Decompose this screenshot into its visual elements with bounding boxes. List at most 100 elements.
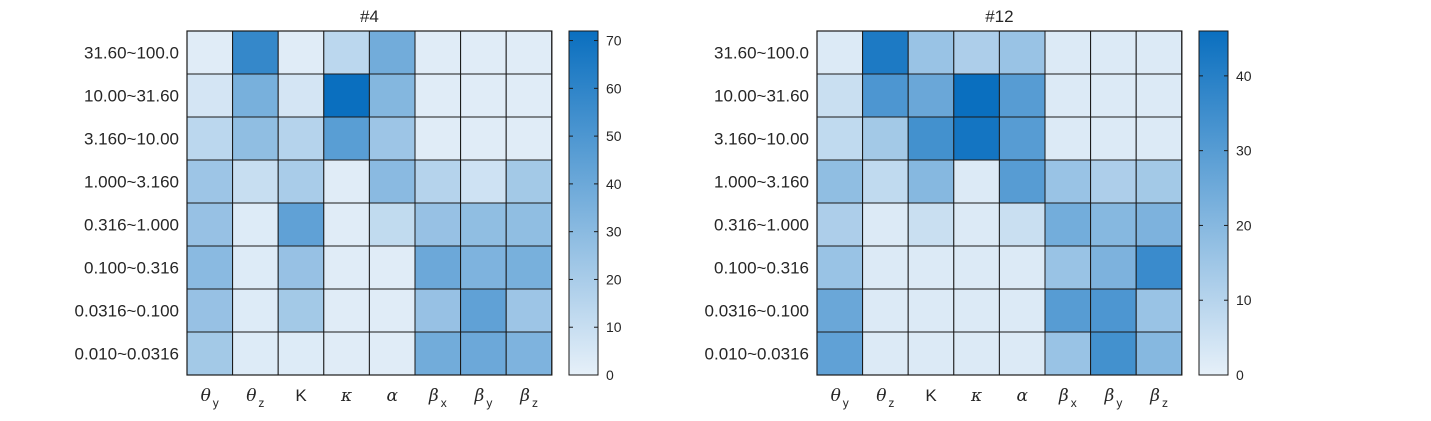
column-tick-label: K [295, 386, 307, 405]
heatmap-cell [368, 245, 416, 290]
heatmap-cell [368, 288, 416, 333]
heatmap-cell [323, 245, 370, 290]
column-tick-label: θ [201, 386, 211, 406]
heatmap-cell [998, 116, 1046, 161]
heatmap-cell [186, 159, 234, 204]
heatmap-cell [953, 159, 1000, 204]
heatmap-cell [368, 159, 416, 204]
heatmap-cell [460, 245, 507, 290]
heatmap-cell [953, 116, 1000, 161]
column-tick-subscript: y [1116, 396, 1122, 410]
heatmap-cell [232, 116, 279, 161]
heatmap-cell [414, 245, 462, 290]
heatmap-cell [816, 116, 864, 161]
column-tick-subscript: z [1162, 396, 1168, 410]
heatmap-cell [953, 30, 1000, 75]
row-tick-label: 3.160~10.00 [714, 130, 809, 149]
row-tick-label: 10.00~31.60 [714, 87, 809, 106]
heatmap-cell [1044, 30, 1092, 75]
heatmap-cell [862, 288, 909, 333]
heatmap-cell [368, 73, 416, 118]
heatmap-cell [816, 73, 864, 118]
heatmap-cell [368, 331, 416, 376]
heatmap-cell [460, 331, 507, 376]
heatmap-cell [277, 331, 325, 376]
heatmap-cell [1090, 245, 1137, 290]
heatmap-cell [907, 116, 955, 161]
heatmap-cell [816, 202, 864, 247]
heatmap-cell [1090, 30, 1137, 75]
heatmap-cell [862, 159, 909, 204]
row-tick-label: 31.60~100.0 [714, 44, 809, 63]
heatmap-cell [186, 73, 234, 118]
heatmap-cell [1135, 30, 1183, 75]
heatmap-cell [862, 116, 909, 161]
column-tick-label: α [386, 386, 398, 406]
heatmap-cell [232, 245, 279, 290]
heatmap-cell [1135, 159, 1183, 204]
heatmap-cell [1090, 116, 1137, 161]
heatmap-cell [505, 116, 553, 161]
heatmap-cell [414, 159, 462, 204]
heatmap-cell [1090, 288, 1137, 333]
row-tick-label: 1.000~3.160 [714, 173, 809, 192]
heatmap-cell [232, 331, 279, 376]
heatmap-cell [907, 331, 955, 376]
heatmap-cell [277, 159, 325, 204]
heatmap-cell [186, 331, 234, 376]
colorbar-tick-label: 60 [606, 80, 622, 96]
chart-title: #12 [985, 7, 1013, 26]
column-tick-label: β [428, 386, 439, 406]
heatmap-cell [953, 331, 1000, 376]
heatmap-cell [998, 202, 1046, 247]
heatmap-cell [1044, 331, 1092, 376]
row-tick-label: 10.00~31.60 [84, 87, 179, 106]
column-tick-label: θ [876, 386, 886, 406]
heatmap-cell [998, 159, 1046, 204]
column-tick-subscript: x [1071, 396, 1077, 410]
row-tick-label: 3.160~10.00 [84, 130, 179, 149]
heatmap-cell [232, 159, 279, 204]
colorbar-tick-label: 0 [606, 367, 614, 383]
heatmap-cell [998, 30, 1046, 75]
column-tick-label: β [1058, 386, 1069, 406]
heatmap-cell [368, 30, 416, 75]
heatmap-cell [505, 202, 553, 247]
column-tick-label: κ [340, 386, 352, 406]
heatmap-cell [907, 159, 955, 204]
heatmap-frame [186, 30, 553, 376]
heatmap-cell [907, 73, 955, 118]
colorbar-tick-label: 30 [1236, 143, 1252, 159]
heatmap-cell [862, 331, 909, 376]
row-tick-label: 0.0316~0.100 [705, 302, 809, 321]
column-tick-label: κ [970, 386, 982, 406]
heatmap-cell [816, 288, 864, 333]
heatmap-cell [862, 73, 909, 118]
colorbar-tick-label: 10 [606, 319, 622, 335]
column-tick-label: θ [831, 386, 841, 406]
heatmap-cell [998, 245, 1046, 290]
heatmap-cell [1090, 159, 1137, 204]
heatmap-cell [460, 116, 507, 161]
heatmap-cell [277, 288, 325, 333]
column-tick-label: β [519, 386, 530, 406]
heatmap-cell [953, 73, 1000, 118]
heatmap-cell [1044, 245, 1092, 290]
heatmap-cell [1090, 73, 1137, 118]
heatmap-cell [460, 30, 507, 75]
heatmap-cell [1135, 73, 1183, 118]
heatmap-cell [186, 245, 234, 290]
column-tick-label: β [1149, 386, 1160, 406]
colorbar-tick-label: 40 [606, 176, 622, 192]
heatmap-cell [1044, 116, 1092, 161]
heatmap-cell [1135, 202, 1183, 247]
row-tick-label: 0.316~1.000 [84, 216, 179, 235]
heatmap-cell [953, 288, 1000, 333]
heatmap-cell [998, 331, 1046, 376]
heatmap-cell [323, 331, 370, 376]
colorbar-tick-label: 10 [1236, 292, 1252, 308]
heatmap-cell [505, 73, 553, 118]
heatmap-cell [1044, 202, 1092, 247]
heatmap-cell [907, 30, 955, 75]
